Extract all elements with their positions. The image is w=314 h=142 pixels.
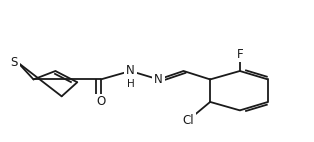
- Text: Cl: Cl: [182, 114, 194, 127]
- Text: N: N: [154, 73, 163, 86]
- Text: F: F: [236, 48, 243, 61]
- Text: N: N: [126, 64, 135, 78]
- Text: H: H: [127, 79, 134, 89]
- Text: S: S: [10, 56, 18, 69]
- Text: O: O: [96, 95, 106, 108]
